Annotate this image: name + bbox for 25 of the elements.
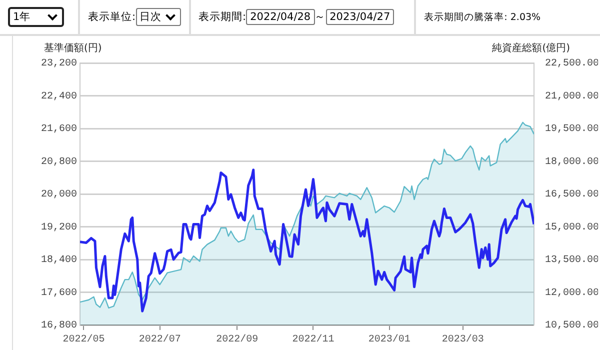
text: 日次: [140, 10, 162, 24]
text: 表示期間の騰落率: 2.03%: [424, 10, 541, 24]
x-tick-label: 2023/03: [442, 334, 484, 346]
y-tick-label: 23,200: [40, 58, 77, 70]
y-tick-label: 18,400: [40, 255, 77, 266]
x-tick-label: 2023/01: [368, 334, 410, 346]
text: ～: [314, 10, 326, 24]
y-tick-label: 22,400: [40, 91, 77, 102]
y-tick-label: 19,200: [40, 222, 77, 234]
x-tick-label: 2022/05: [62, 334, 105, 346]
y-tick-label: 20,800: [40, 156, 77, 168]
text: 2023/04/27: [330, 11, 390, 23]
x-tick-label: 2022/09: [216, 334, 258, 346]
y-tick-label: 16,800: [40, 320, 77, 332]
y-tick-label: 17,600: [40, 288, 77, 299]
x-tick-label: 2022/11: [292, 334, 334, 346]
text: 2022/04/28: [250, 11, 311, 23]
x-tick-label: 2022/07: [138, 334, 181, 346]
text: 1年: [13, 10, 31, 24]
y2-axis-title: 純資産総額(億円): [492, 42, 570, 55]
y-tick-label: 20,000: [40, 190, 77, 201]
text: 表示単位:: [88, 10, 136, 24]
text: 表示期間:: [198, 10, 246, 24]
y-axis-title: 基準価額(円): [44, 42, 102, 55]
y-tick-label: 21,600: [40, 124, 77, 136]
